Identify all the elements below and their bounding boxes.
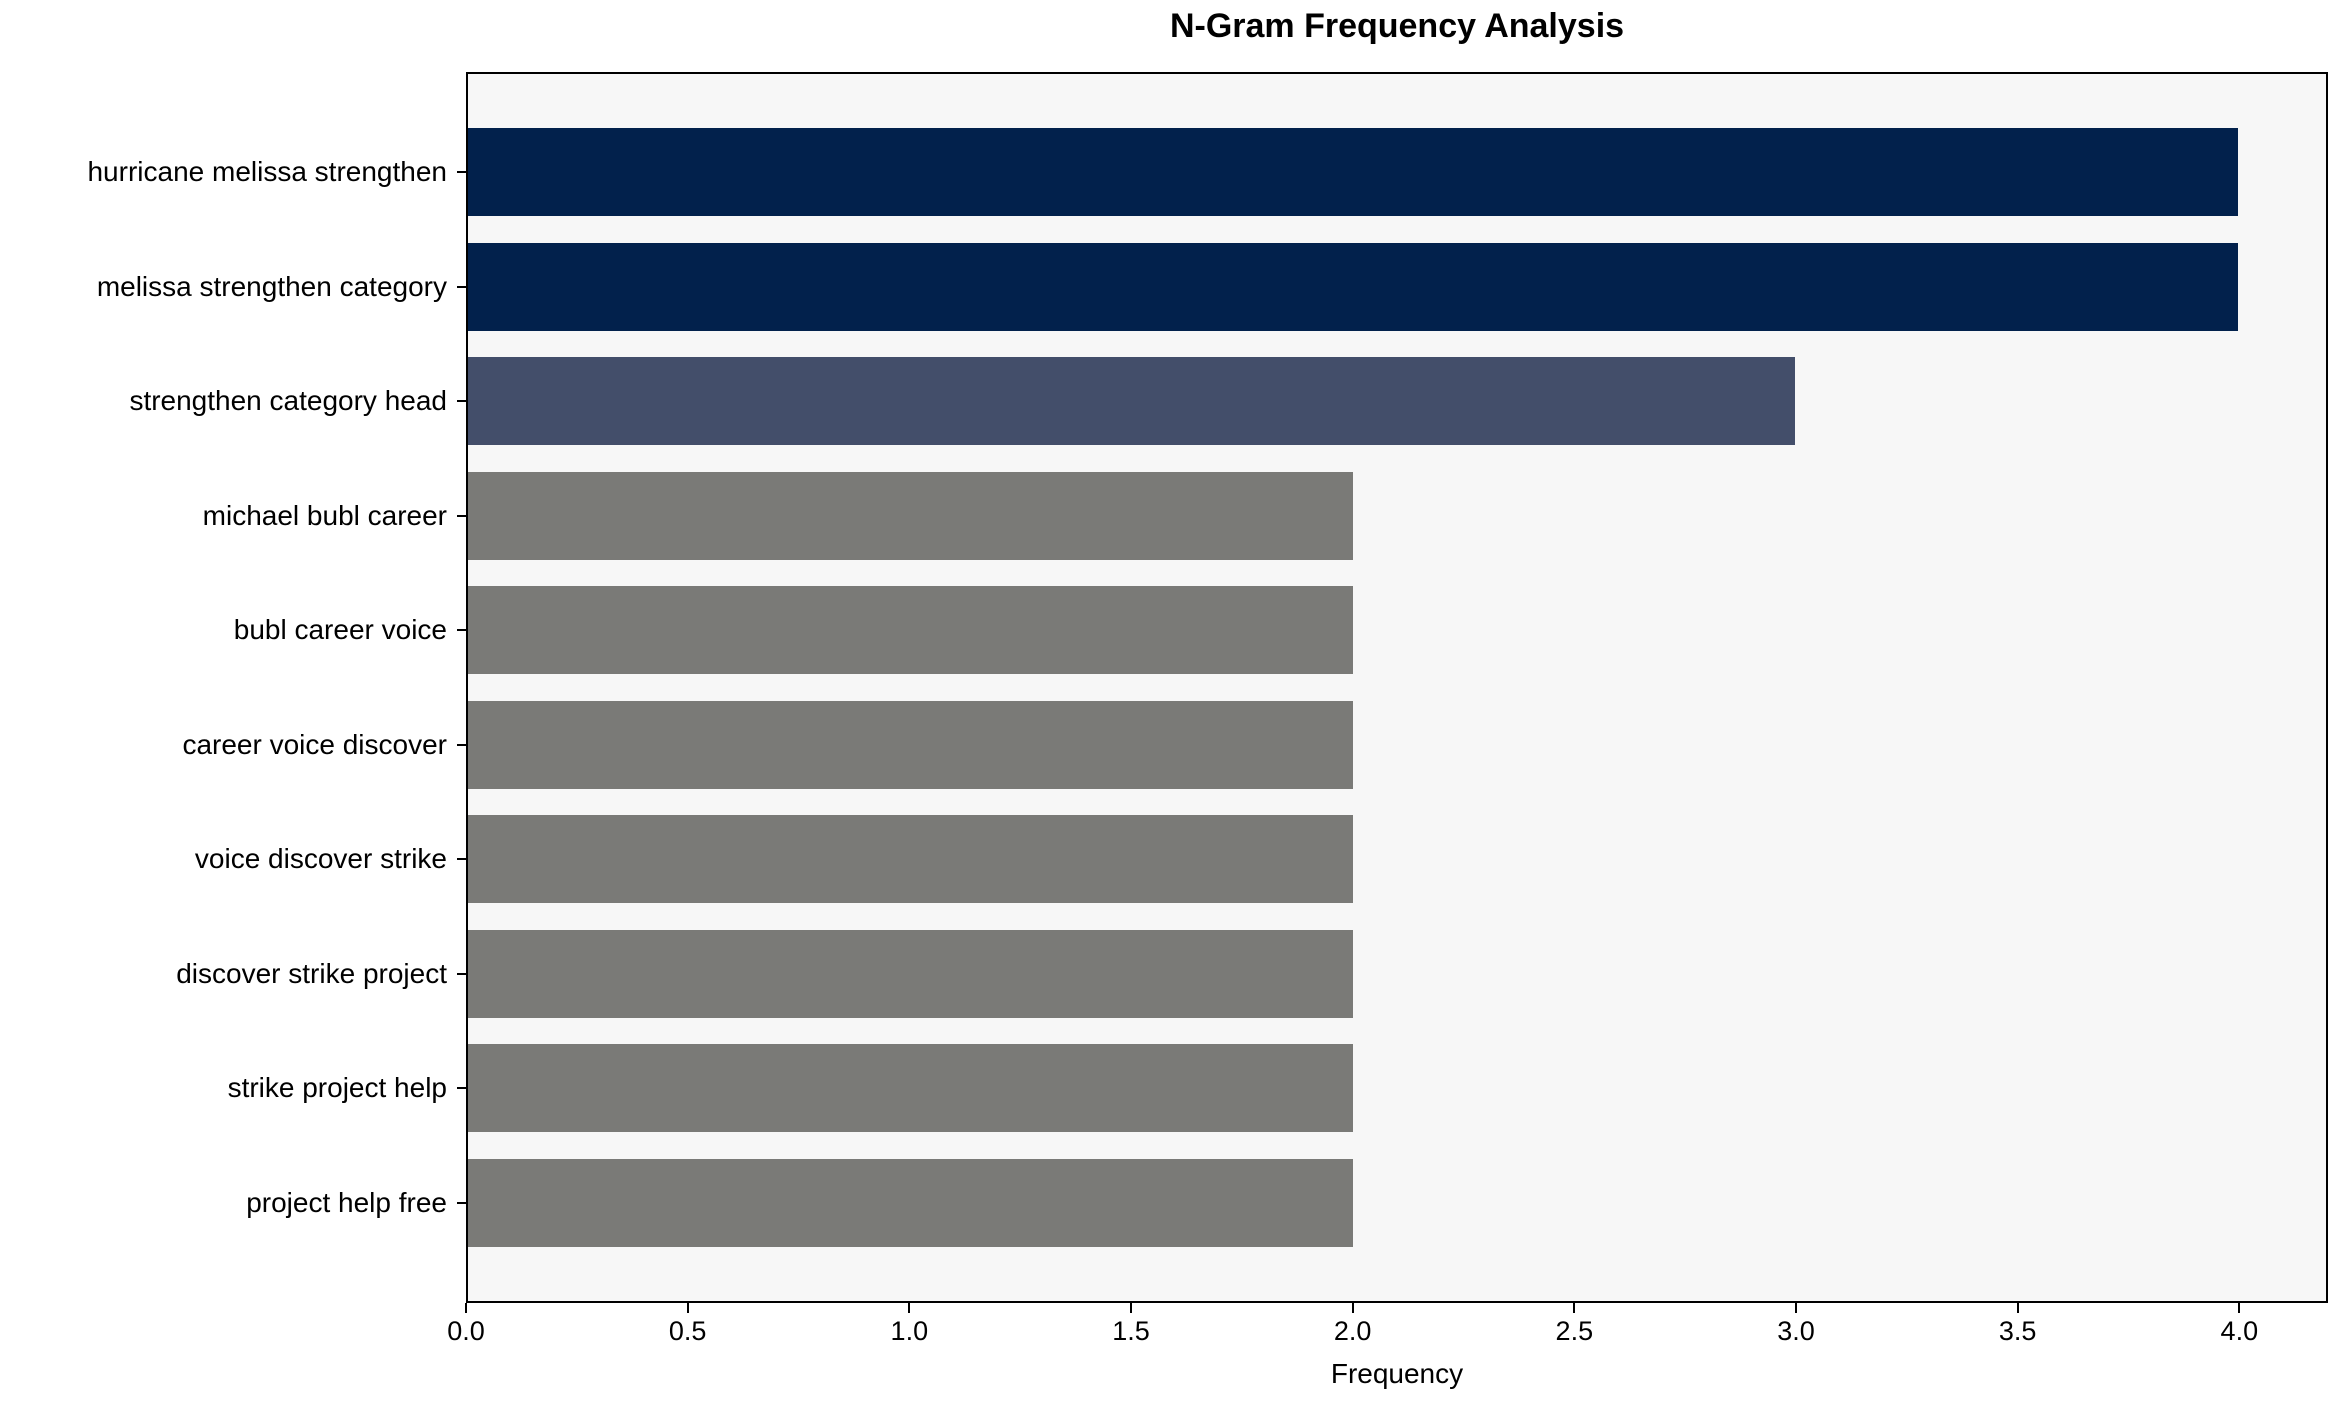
y-axis-tick-mark xyxy=(457,629,467,632)
y-axis-tick-mark xyxy=(457,285,467,288)
y-axis-tick-label: strengthen category head xyxy=(129,385,447,417)
y-axis-tick-label: strike project help xyxy=(227,1072,447,1104)
bar-slot xyxy=(468,230,2326,345)
plot-area xyxy=(466,72,2328,1303)
bar-slot xyxy=(468,344,2326,459)
y-axis-tick-label: voice discover strike xyxy=(194,843,447,875)
bars-container xyxy=(468,74,2326,1301)
x-axis-tick-mark xyxy=(2238,1303,2241,1313)
x-axis-tick-mark xyxy=(1130,1303,1132,1313)
bar-strike-project-help xyxy=(468,1044,1353,1133)
y-axis-tick-mark xyxy=(457,972,467,975)
y-axis-tick-label: project help free xyxy=(246,1186,447,1218)
x-axis-tick-mark xyxy=(2016,1303,2019,1313)
bar-slot xyxy=(468,802,2326,917)
x-axis-tick-mark xyxy=(908,1303,911,1313)
bar-slot xyxy=(468,115,2326,230)
x-axis-tick-label: 1.5 xyxy=(1112,1316,1150,1346)
x-axis-tick-label: 2.5 xyxy=(1555,1316,1594,1346)
x-axis-tick-label: 3.5 xyxy=(1998,1316,2037,1346)
y-axis-tick-mark xyxy=(457,1087,467,1090)
bar-slot xyxy=(468,688,2326,803)
bar-project-help-free xyxy=(468,1158,1353,1247)
x-axis-tick-label: 1.0 xyxy=(890,1316,929,1346)
x-axis-tick-mark xyxy=(1795,1303,1797,1313)
x-axis-tick-label: 3.0 xyxy=(1777,1316,1815,1346)
y-axis-tick-mark xyxy=(457,514,467,517)
x-axis-tick-mark xyxy=(465,1303,467,1313)
bar-slot xyxy=(468,1031,2326,1146)
x-axis-tick-mark xyxy=(1351,1303,1354,1313)
y-axis-tick-label: melissa strengthen category xyxy=(96,270,447,302)
y-axis-tick-mark xyxy=(457,1201,467,1204)
bar-voice-discover-strike xyxy=(468,815,1353,904)
x-axis-tick-mark xyxy=(686,1303,689,1313)
x-axis-tick-label: 4.0 xyxy=(2220,1316,2259,1346)
bar-discover-strike-project xyxy=(468,929,1353,1018)
bar-slot xyxy=(468,1146,2326,1261)
y-axis-tick-label: bubl career voice xyxy=(233,614,447,646)
bar-slot xyxy=(468,917,2326,1032)
x-axis-tick-label: 0.5 xyxy=(668,1316,707,1346)
x-axis-tick-mark xyxy=(1573,1303,1576,1313)
bar-career-voice-discover xyxy=(468,700,1353,789)
y-axis-tick-mark xyxy=(457,171,467,174)
bar-melissa-strengthen-category xyxy=(468,242,2238,331)
bar-hurricane-melissa-strengthen xyxy=(468,128,2238,217)
bar-michael-bubl-career xyxy=(468,471,1353,560)
y-axis-tick-label: career voice discover xyxy=(182,728,447,760)
bar-slot xyxy=(468,573,2326,688)
y-axis-tick-mark xyxy=(457,858,467,861)
bar-bubl-career-voice xyxy=(468,586,1353,675)
y-axis-tick-label: discover strike project xyxy=(176,957,447,989)
chart-title: N-Gram Frequency Analysis xyxy=(1169,7,1625,45)
bar-slot xyxy=(468,459,2326,574)
x-axis-tick-label: 0.0 xyxy=(447,1316,485,1346)
y-axis-tick-label: hurricane melissa strengthen xyxy=(87,156,447,188)
x-axis-tick-label: 2.0 xyxy=(1333,1316,1372,1346)
y-axis-tick-label: michael bubl career xyxy=(202,499,447,531)
y-axis-tick-mark xyxy=(457,400,467,403)
y-axis-tick-mark xyxy=(457,743,467,746)
x-axis-label: Frequency xyxy=(1330,1358,1464,1389)
bar-strengthen-category-head xyxy=(468,357,1796,446)
